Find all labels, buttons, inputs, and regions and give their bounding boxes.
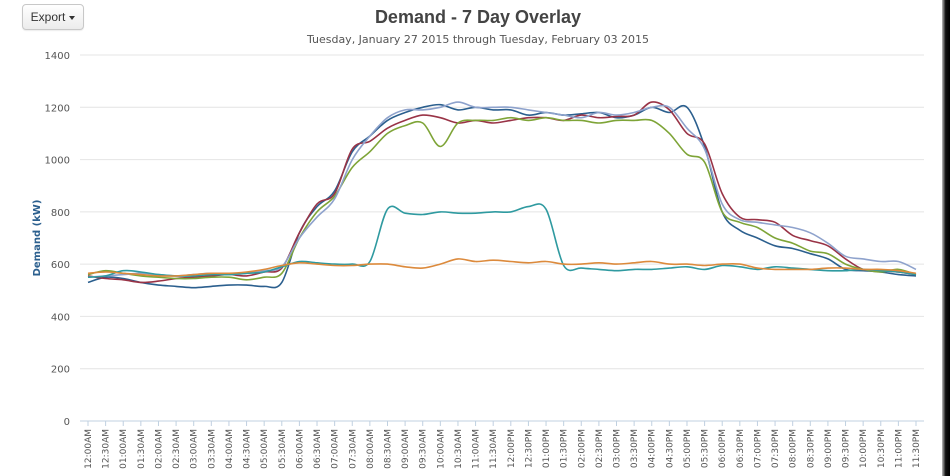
- axes: 0 200 400 600 800 1000 1200 1400 12:00AM 12:30AM 0…: [45, 51, 924, 469]
- x-tick-label: 10:30PM: [877, 429, 887, 468]
- x-tick-label: 05:00AM: [260, 429, 270, 469]
- x-tick-label: 04:30PM: [665, 429, 675, 468]
- y-tick-label: 0: [64, 417, 70, 428]
- x-tick-label: 07:30PM: [771, 429, 781, 468]
- x-tick-label: 07:30AM: [348, 429, 358, 469]
- x-tick-label: 02:00PM: [577, 429, 587, 468]
- x-tick-label: 09:30PM: [842, 429, 852, 468]
- x-tick-label: 10:00PM: [859, 429, 869, 468]
- y-tick-label: 1400: [45, 51, 70, 62]
- x-tick-label: 03:30AM: [207, 429, 217, 469]
- x-tick-label: 06:00PM: [718, 429, 728, 468]
- x-tick-label: 02:30AM: [172, 429, 182, 469]
- series-line-5: [87, 203, 917, 278]
- x-tick-label: 10:00AM: [436, 429, 446, 469]
- x-tick-label: 03:30PM: [630, 429, 640, 468]
- x-tick-label: 11:30PM: [912, 429, 922, 468]
- series-line-1: [87, 103, 917, 289]
- x-tick-label: 02:00AM: [154, 429, 164, 469]
- x-tick-label: 08:30PM: [806, 429, 816, 468]
- x-tick-label: 12:00AM: [84, 429, 94, 469]
- x-tick-label: 04:30AM: [243, 429, 253, 469]
- x-tick-label: 04:00AM: [225, 429, 235, 469]
- export-button[interactable]: Export: [22, 4, 84, 30]
- window-edge: [942, 0, 950, 476]
- x-tick-label: 09:00PM: [824, 429, 834, 468]
- x-tick-label: 06:00AM: [295, 429, 305, 469]
- x-tick-label: 11:00AM: [472, 429, 482, 469]
- chart-subtitle: Tuesday, January 27 2015 through Tuesday…: [306, 33, 650, 46]
- series-lines: [87, 101, 917, 289]
- y-tick-label: 400: [51, 312, 70, 323]
- x-tick-label: 01:00AM: [119, 429, 129, 469]
- x-tick-label: 02:30PM: [595, 429, 605, 468]
- x-tick-label: 05:30PM: [701, 429, 711, 468]
- chart-title: Demand - 7 Day Overlay: [374, 7, 582, 27]
- x-tick-label: 12:30PM: [524, 429, 534, 468]
- x-tick-label: 07:00AM: [331, 429, 341, 469]
- x-tick-label: 05:00PM: [683, 429, 693, 468]
- series-line-4: [87, 101, 917, 278]
- x-tick-label: 11:30AM: [489, 429, 499, 469]
- x-tick-label: 11:00PM: [894, 429, 904, 468]
- x-tick-label: 04:00PM: [648, 429, 658, 468]
- x-tick-label: 03:00PM: [613, 429, 623, 468]
- x-tick-label: 09:30AM: [419, 429, 429, 469]
- y-tick-label: 600: [51, 260, 70, 271]
- series-line-2: [87, 101, 917, 284]
- x-tick-label: 12:00PM: [507, 429, 517, 468]
- x-tick-label: 06:30PM: [736, 429, 746, 468]
- x-tick-label: 08:00AM: [366, 429, 376, 469]
- caret-down-icon: [69, 15, 76, 20]
- x-tick-label: 08:00PM: [789, 429, 799, 468]
- y-tick-label: 800: [51, 208, 70, 219]
- y-tick-label: 200: [51, 365, 70, 376]
- x-tick-label: 01:30PM: [560, 429, 570, 468]
- x-tick-label: 07:00PM: [753, 429, 763, 468]
- y-tick-label: 1200: [45, 103, 70, 114]
- y-axis-label: Demand (kW): [32, 200, 43, 277]
- x-tick-label: 10:30AM: [454, 429, 464, 469]
- y-tick-label: 1000: [45, 156, 70, 167]
- x-tick-label: 01:00PM: [542, 429, 552, 468]
- x-tick-label: 08:30AM: [383, 429, 393, 469]
- series-line-3: [87, 116, 917, 281]
- x-tick-label: 03:00AM: [190, 429, 200, 469]
- x-tick-label: 01:30AM: [137, 429, 147, 469]
- export-button-label: Export: [30, 10, 66, 24]
- x-tick-label: 06:30AM: [313, 429, 323, 469]
- x-tick-label: 05:30AM: [278, 429, 288, 469]
- series-line-6: [87, 258, 917, 277]
- x-tick-label: 12:30AM: [102, 429, 112, 469]
- x-tick-label: 09:00AM: [401, 429, 411, 469]
